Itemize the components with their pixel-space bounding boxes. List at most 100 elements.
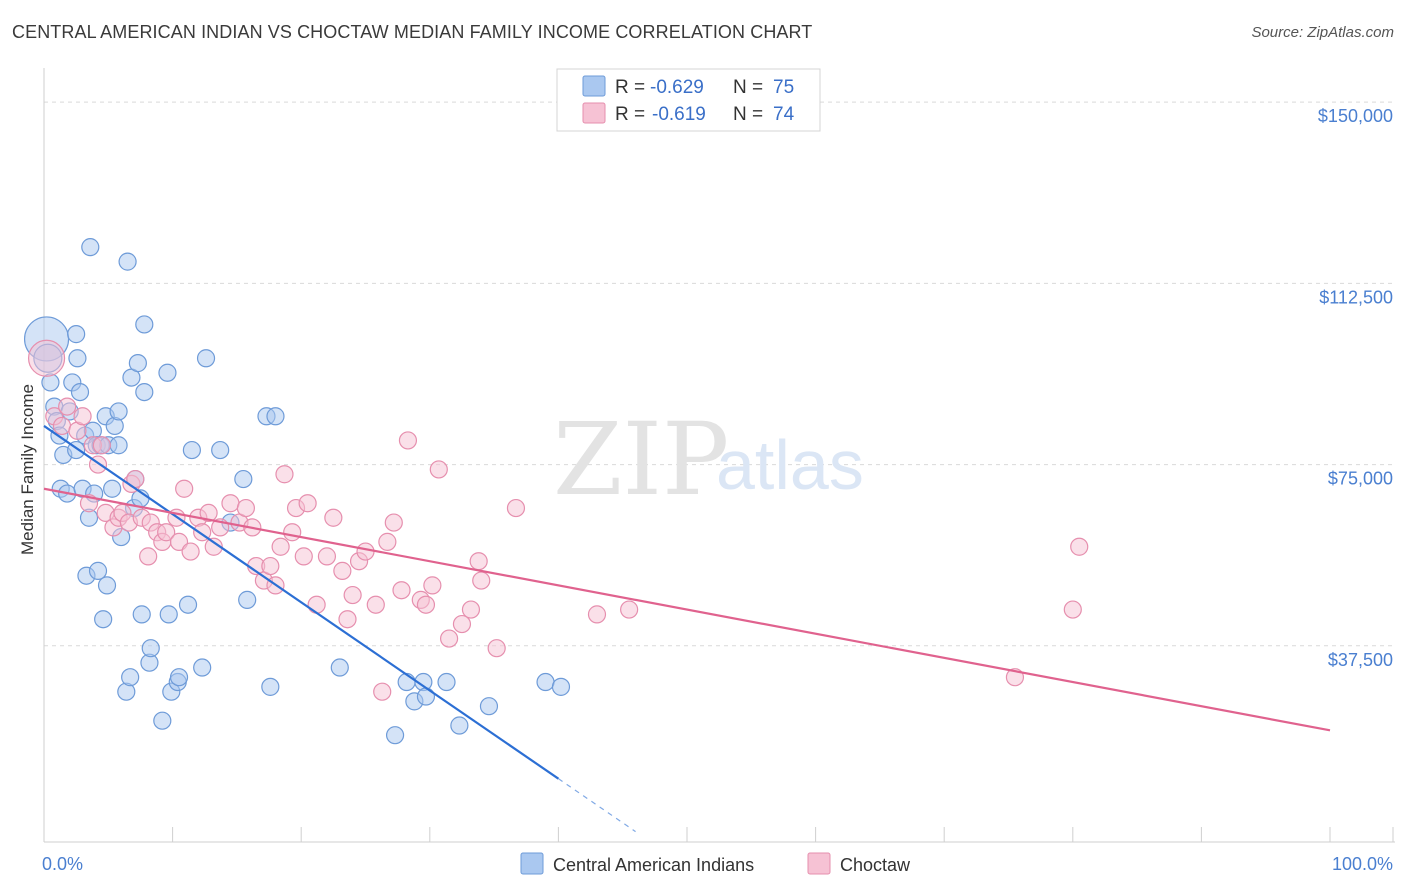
point-pink-26 bbox=[181, 542, 200, 561]
point-blue-56 bbox=[196, 349, 216, 368]
point-pink-68 bbox=[472, 571, 491, 590]
point-pink-42 bbox=[283, 523, 302, 542]
point-pink-5 bbox=[73, 407, 92, 426]
x-tick-label-0: 0.0% bbox=[42, 854, 83, 874]
legend-swatch-pink bbox=[582, 102, 606, 124]
point-blue-60 bbox=[238, 590, 257, 609]
point-blue-73 bbox=[536, 672, 555, 692]
point-blue-47 bbox=[153, 711, 172, 730]
point-pink-66 bbox=[461, 600, 481, 619]
y-tick-label-1: $75,000 bbox=[1328, 469, 1393, 489]
point-blue-71 bbox=[450, 716, 469, 735]
legend-swatch-blue bbox=[582, 75, 606, 97]
point-blue-55 bbox=[193, 658, 212, 677]
point-blue-43 bbox=[135, 382, 154, 402]
watermark: ZIP atlas bbox=[553, 401, 864, 518]
point-pink-0 bbox=[27, 339, 66, 377]
legend-box: R = -0.629 N = 75 R = -0.619 N = 74 bbox=[556, 68, 821, 132]
point-blue-65 bbox=[385, 726, 405, 745]
point-pink-58 bbox=[392, 581, 411, 600]
point-pink-71 bbox=[587, 605, 607, 624]
point-blue-35 bbox=[118, 252, 137, 271]
point-pink-72 bbox=[620, 600, 639, 619]
point-blue-64 bbox=[330, 658, 349, 677]
point-blue-40 bbox=[128, 354, 147, 373]
point-blue-32 bbox=[109, 402, 128, 421]
point-pink-59 bbox=[398, 431, 418, 450]
point-pink-57 bbox=[384, 513, 403, 532]
point-pink-75 bbox=[1070, 537, 1089, 556]
point-blue-36 bbox=[121, 668, 140, 687]
point-blue-70 bbox=[437, 672, 456, 692]
point-pink-29 bbox=[199, 503, 218, 523]
point-pink-51 bbox=[343, 585, 362, 605]
legend-n-label-0: N = bbox=[733, 77, 763, 98]
point-blue-14 bbox=[70, 382, 90, 402]
point-pink-47 bbox=[317, 547, 337, 566]
point-pink-2 bbox=[52, 416, 72, 436]
point-blue-48 bbox=[158, 363, 177, 382]
source-credit: Source: ZipAtlas.com bbox=[1251, 24, 1394, 41]
point-pink-44 bbox=[294, 547, 313, 566]
point-pink-70 bbox=[506, 498, 526, 518]
point-pink-22 bbox=[157, 523, 176, 542]
legend-n-value-1: 74 bbox=[773, 104, 795, 125]
bottom-legend-swatch-pink bbox=[807, 852, 831, 875]
point-pink-67 bbox=[469, 552, 488, 571]
point-blue-69 bbox=[416, 687, 436, 706]
point-blue-72 bbox=[479, 697, 499, 716]
bottom-legend: Central American Indians Choctaw bbox=[520, 852, 911, 875]
point-blue-23 bbox=[88, 561, 108, 580]
legend-r-value-0: -0.629 bbox=[650, 77, 704, 98]
trend-line-pink bbox=[43, 487, 1331, 732]
point-pink-48 bbox=[324, 508, 343, 527]
point-blue-19 bbox=[81, 238, 100, 257]
point-pink-30 bbox=[204, 537, 223, 556]
point-pink-56 bbox=[378, 532, 397, 551]
point-pink-3 bbox=[58, 397, 77, 416]
point-pink-9 bbox=[92, 436, 111, 455]
point-blue-25 bbox=[94, 610, 113, 629]
legend-r-value-1: -0.619 bbox=[652, 104, 706, 125]
point-pink-69 bbox=[487, 639, 506, 658]
chart-title: CENTRAL AMERICAN INDIAN VS CHOCTAW MEDIA… bbox=[12, 22, 813, 42]
point-pink-61 bbox=[416, 595, 436, 614]
point-blue-54 bbox=[182, 440, 201, 460]
point-pink-50 bbox=[338, 610, 357, 629]
point-blue-13 bbox=[68, 349, 87, 368]
y-tick-label-3: $150,000 bbox=[1318, 106, 1393, 126]
y-tick-label-2: $112,500 bbox=[1319, 287, 1393, 307]
point-pink-55 bbox=[373, 682, 392, 701]
point-pink-49 bbox=[333, 561, 352, 580]
point-blue-59 bbox=[234, 469, 253, 489]
point-blue-63 bbox=[266, 407, 285, 426]
watermark-atlas-text: atlas bbox=[716, 426, 864, 504]
legend-r-label-1: R = bbox=[615, 104, 645, 125]
point-blue-49 bbox=[159, 605, 178, 624]
point-pink-74 bbox=[1063, 600, 1082, 619]
legend-r-label-0: R = bbox=[615, 77, 645, 98]
point-pink-46 bbox=[307, 595, 326, 614]
point-pink-63 bbox=[429, 460, 448, 479]
point-blue-52 bbox=[169, 668, 189, 687]
point-pink-32 bbox=[221, 494, 240, 513]
point-blue-29 bbox=[103, 479, 122, 498]
point-blue-44 bbox=[135, 315, 154, 334]
watermark-zip-text: ZIP bbox=[553, 401, 729, 518]
trend-line-blue bbox=[43, 425, 560, 780]
trend-lines bbox=[43, 425, 1331, 833]
point-pink-45 bbox=[298, 494, 317, 513]
bottom-legend-swatch-blue bbox=[520, 852, 544, 875]
point-pink-18 bbox=[139, 547, 158, 566]
x-axis-ticks: 0.0% 100.0% bbox=[42, 854, 1393, 874]
point-blue-27 bbox=[97, 576, 117, 595]
trend-extension-blue bbox=[558, 778, 636, 833]
point-pink-64 bbox=[439, 629, 459, 648]
point-pink-40 bbox=[271, 537, 290, 556]
y-tick-label-0: $37,500 bbox=[1328, 650, 1393, 670]
point-pink-24 bbox=[169, 532, 189, 551]
bottom-legend-label-0: Central American Indians bbox=[553, 855, 754, 875]
point-pink-54 bbox=[366, 595, 385, 614]
y-axis-ticks: $37,500 $75,000 $112,500 $150,000 bbox=[1318, 106, 1393, 670]
point-pink-41 bbox=[275, 465, 294, 484]
